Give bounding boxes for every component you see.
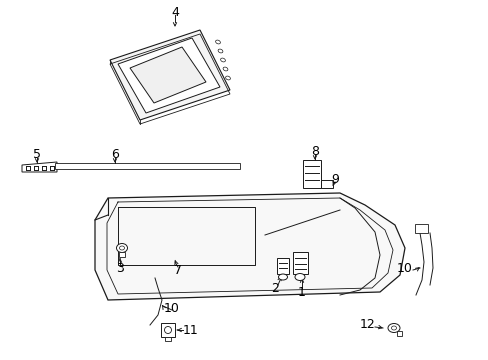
Ellipse shape <box>278 274 287 280</box>
Ellipse shape <box>387 324 399 333</box>
Ellipse shape <box>116 243 127 252</box>
Text: 6: 6 <box>111 148 119 162</box>
Ellipse shape <box>294 274 305 280</box>
Text: 1: 1 <box>298 285 305 298</box>
Polygon shape <box>118 38 220 113</box>
Polygon shape <box>22 162 57 172</box>
Polygon shape <box>95 193 404 300</box>
Polygon shape <box>320 180 332 188</box>
Polygon shape <box>55 163 240 169</box>
Polygon shape <box>292 252 307 274</box>
Text: 9: 9 <box>330 174 338 186</box>
Polygon shape <box>119 252 125 257</box>
Polygon shape <box>303 160 320 188</box>
Text: 7: 7 <box>174 264 182 276</box>
Text: 2: 2 <box>270 282 278 294</box>
Text: 3: 3 <box>116 261 123 274</box>
Polygon shape <box>110 30 229 120</box>
Text: 5: 5 <box>33 148 41 162</box>
Polygon shape <box>161 323 175 337</box>
Polygon shape <box>130 47 205 103</box>
Polygon shape <box>414 224 427 233</box>
Text: 10: 10 <box>164 301 180 315</box>
Text: 10: 10 <box>396 261 412 274</box>
Polygon shape <box>276 258 288 274</box>
Text: 8: 8 <box>310 145 318 158</box>
Text: 4: 4 <box>171 5 179 18</box>
Polygon shape <box>164 337 171 341</box>
Text: 11: 11 <box>183 324 198 337</box>
Polygon shape <box>396 331 401 336</box>
Text: 12: 12 <box>359 319 374 332</box>
